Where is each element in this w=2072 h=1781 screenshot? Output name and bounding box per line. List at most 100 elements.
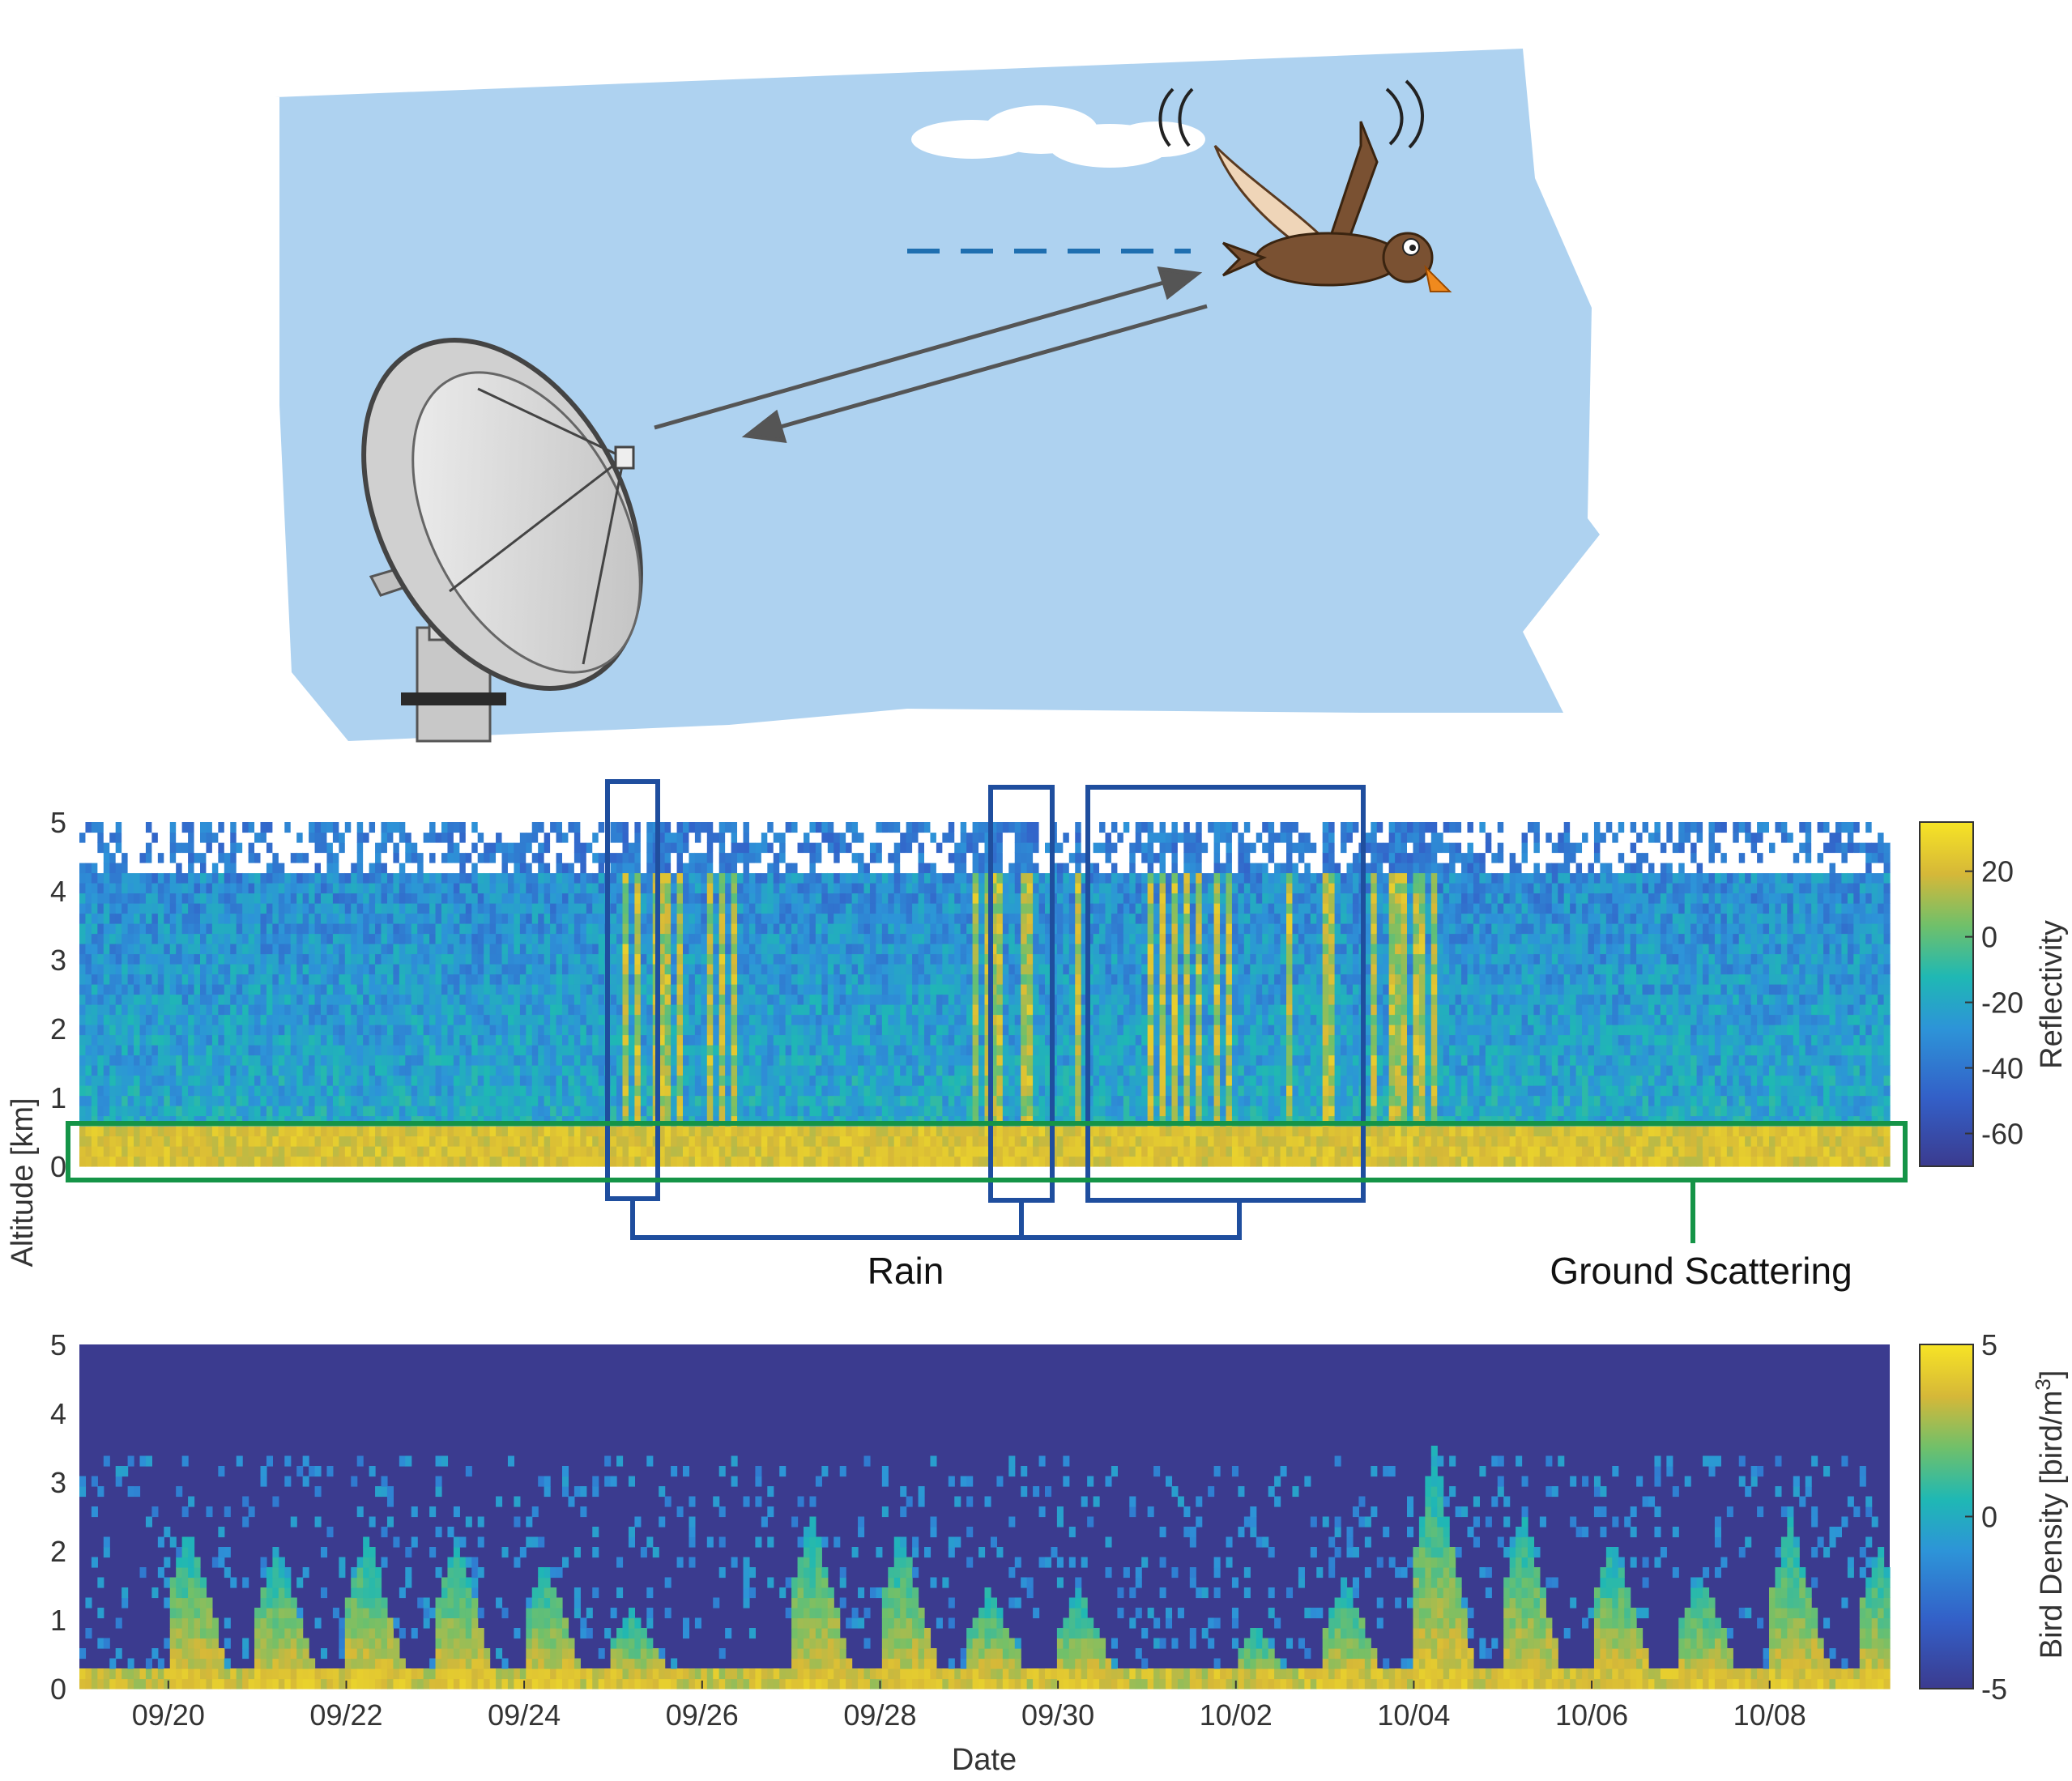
heatmap-cell (405, 984, 412, 995)
heatmap-cell (544, 1126, 551, 1137)
heatmap-cell (725, 1135, 732, 1147)
heatmap-cell (761, 1025, 768, 1036)
heatmap-cell (646, 1106, 654, 1117)
heatmap-cell (659, 893, 666, 904)
heatmap-cell (103, 883, 110, 894)
heatmap-cell (157, 1014, 164, 1025)
heatmap-cell (683, 1065, 690, 1076)
heatmap-cell (954, 1075, 961, 1086)
heatmap-cell (918, 883, 925, 894)
heatmap-cell (725, 1095, 732, 1106)
heatmap-cell (689, 903, 696, 914)
heatmap-cell (296, 1014, 304, 1025)
heatmap-cell (858, 842, 865, 854)
heatmap-cell (501, 893, 509, 904)
heatmap-cell (676, 903, 684, 914)
heatmap-cell (321, 1055, 328, 1066)
heatmap-cell (200, 984, 207, 995)
heatmap-cell (683, 893, 690, 904)
heatmap-cell (194, 1106, 201, 1117)
heatmap-cell (580, 1085, 587, 1097)
heatmap-cell (846, 863, 853, 874)
heatmap-cell (151, 1065, 159, 1076)
heatmap-cell (646, 903, 654, 914)
heatmap-cell (713, 863, 720, 874)
heatmap-cell (797, 822, 804, 833)
heatmap-cell (501, 933, 509, 944)
heatmap-cell (321, 822, 328, 833)
heatmap-cell (405, 1055, 412, 1066)
heatmap-cell (272, 1156, 279, 1167)
heatmap-cell (718, 913, 726, 924)
heatmap-cell (743, 903, 750, 914)
heatmap-cell (863, 994, 871, 1005)
heatmap-cell (646, 1126, 654, 1137)
heatmap-cell (344, 1156, 352, 1167)
heatmap-cell (405, 944, 412, 955)
heatmap-cell (676, 852, 684, 863)
heatmap-cell (804, 863, 811, 874)
heatmap-cell (671, 974, 678, 985)
heatmap-cell (393, 852, 400, 863)
heatmap-cell (924, 1025, 932, 1036)
heatmap-cell (115, 1045, 122, 1056)
heatmap-cell (453, 883, 460, 894)
heatmap-cell (272, 1004, 279, 1016)
heatmap-cell (363, 913, 370, 924)
heatmap-cell (936, 994, 943, 1005)
heatmap-cell (181, 1075, 189, 1086)
heatmap-cell (869, 842, 876, 854)
heatmap-cell (351, 984, 358, 995)
heatmap-cell (134, 832, 141, 843)
heatmap-cell (381, 1156, 388, 1167)
heatmap-cell (586, 974, 593, 985)
heatmap-cell (314, 1075, 322, 1086)
heatmap-cell (386, 832, 394, 843)
heatmap-cell (804, 883, 811, 894)
heatmap-cell (954, 923, 961, 935)
heatmap-cell (761, 923, 768, 935)
heatmap-cell (109, 953, 117, 965)
heatmap-cell (858, 1135, 865, 1147)
heatmap-cell (356, 933, 364, 944)
heatmap-cell (103, 822, 110, 833)
heatmap-cell (689, 964, 696, 975)
heatmap-cell (248, 872, 255, 884)
heatmap-cell (441, 933, 449, 944)
heatmap-cell (646, 1065, 654, 1076)
heatmap-cell (97, 933, 104, 944)
heatmap-cell (224, 1126, 231, 1137)
heatmap-cell (646, 923, 654, 935)
heatmap-cell (435, 883, 442, 894)
heatmap-cell (743, 1146, 750, 1157)
heatmap-cell (489, 984, 497, 995)
heatmap-cell (278, 872, 285, 884)
heatmap-cell (906, 1055, 913, 1066)
heatmap-cell (804, 1095, 811, 1106)
heatmap-cell (773, 1106, 780, 1117)
heatmap-cell (731, 832, 738, 843)
heatmap-cell (586, 832, 593, 843)
heatmap-cell (881, 1045, 889, 1056)
heatmap-cell (731, 893, 738, 904)
heatmap-cell (827, 1045, 834, 1056)
heatmap-cell (200, 1095, 207, 1106)
heatmap-cell (447, 893, 454, 904)
heatmap-cell (169, 1004, 177, 1016)
heatmap-cell (846, 832, 853, 843)
heatmap-cell (127, 1106, 134, 1117)
heatmap-cell (936, 852, 943, 863)
heatmap-cell (804, 1004, 811, 1016)
heatmap-cell (694, 984, 701, 995)
heatmap-cell (640, 1055, 647, 1066)
heatmap-cell (598, 1025, 605, 1036)
heatmap-cell (224, 1065, 231, 1076)
heatmap-cell (538, 1135, 545, 1147)
heatmap-cell (785, 863, 792, 874)
heatmap-cell (351, 863, 358, 874)
heatmap-cell (181, 1135, 189, 1147)
heatmap-cell (785, 1065, 792, 1076)
heatmap-cell (773, 852, 780, 863)
heatmap-cell (526, 883, 533, 894)
heatmap-cell (302, 1004, 309, 1016)
